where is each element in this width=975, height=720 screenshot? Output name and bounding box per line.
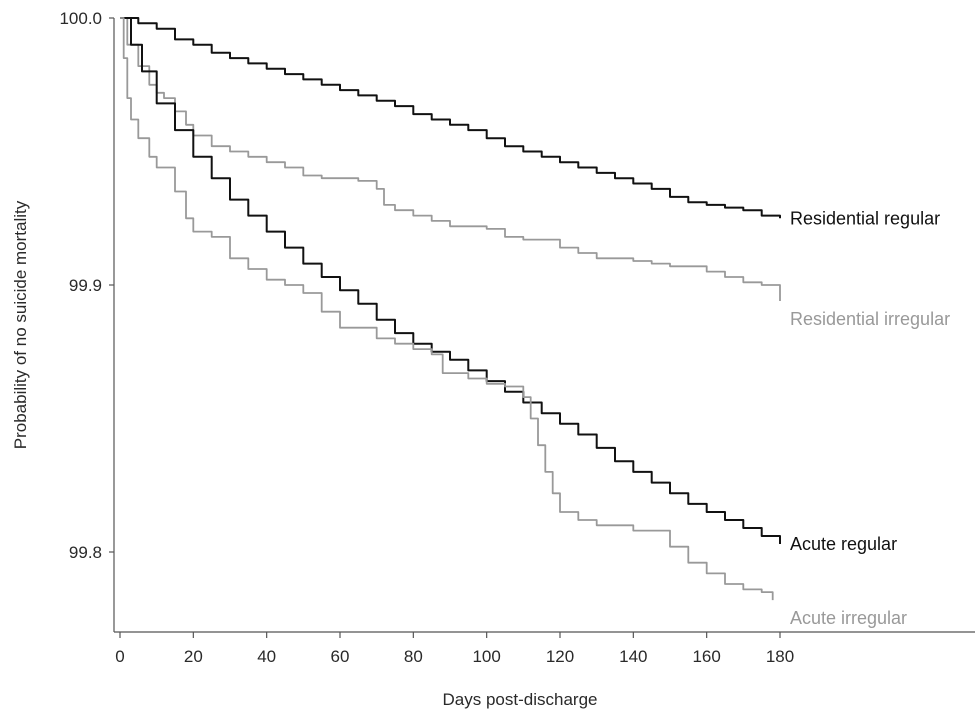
- series-label: Acute irregular: [790, 608, 907, 628]
- x-tick-label: 100: [472, 647, 500, 666]
- x-axis-title: Days post-discharge: [443, 690, 598, 709]
- series-line-acute-regular: [120, 17, 781, 544]
- x-tick-label: 40: [257, 647, 276, 666]
- x-tick-label: 20: [184, 647, 203, 666]
- series-layer: [120, 17, 781, 601]
- x-ticks: 0 20 40 60 80 100 120 140 160 180: [115, 632, 794, 666]
- series-label: Residential irregular: [790, 309, 950, 329]
- series-line-residential-regular: [120, 17, 781, 219]
- axes: 99.8 99.9 100.0 0 20 40 60 80 100 120 140 160 180: [59, 9, 975, 666]
- x-tick-label: 160: [692, 647, 720, 666]
- y-tick-label: 99.9: [69, 276, 102, 295]
- y-axis-title: Probability of no suicide mortality: [11, 200, 30, 449]
- x-tick-label: 180: [766, 647, 794, 666]
- x-tick-label: 0: [115, 647, 124, 666]
- series-labels: Residential regular Residential irregular…: [790, 208, 950, 628]
- series-line-residential-irregular: [120, 17, 781, 301]
- y-ticks: 99.8 99.9 100.0: [59, 9, 114, 562]
- series-label: Residential regular: [790, 208, 940, 228]
- x-tick-label: 80: [404, 647, 423, 666]
- series-line-acute-irregular: [120, 17, 774, 601]
- x-tick-label: 120: [546, 647, 574, 666]
- series-label: Acute regular: [790, 534, 897, 554]
- y-tick-label: 99.8: [69, 543, 102, 562]
- y-tick-label: 100.0: [59, 9, 102, 28]
- x-tick-label: 140: [619, 647, 647, 666]
- x-tick-label: 60: [331, 647, 350, 666]
